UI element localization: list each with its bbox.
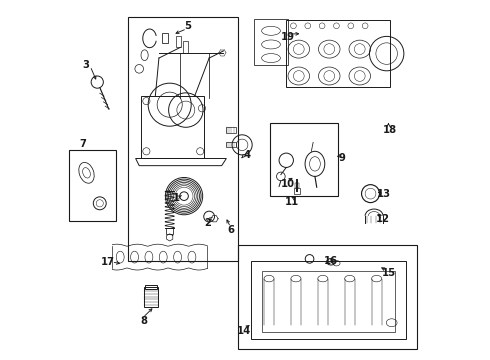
Bar <box>226 127 236 133</box>
Bar <box>144 287 158 307</box>
Bar <box>295 183 299 188</box>
Text: 9: 9 <box>339 153 345 163</box>
Text: 10: 10 <box>281 179 295 189</box>
Text: 19: 19 <box>280 32 294 41</box>
Bar <box>294 188 300 194</box>
Text: 15: 15 <box>381 268 395 278</box>
Bar <box>238 244 417 348</box>
Text: 3: 3 <box>82 60 89 70</box>
Bar <box>176 36 181 47</box>
Text: 6: 6 <box>227 225 234 235</box>
Bar <box>128 17 238 261</box>
Bar <box>226 141 236 147</box>
Bar <box>183 41 188 53</box>
Text: 7: 7 <box>79 139 86 149</box>
Bar <box>162 33 168 43</box>
Text: 16: 16 <box>324 256 338 266</box>
Text: 1: 1 <box>172 193 180 203</box>
Bar <box>166 228 173 234</box>
Bar <box>141 96 204 158</box>
Text: 17: 17 <box>101 257 115 267</box>
Bar <box>145 285 157 289</box>
Text: 14: 14 <box>237 325 251 336</box>
Text: 8: 8 <box>140 316 147 325</box>
Text: 4: 4 <box>243 150 250 160</box>
Text: 13: 13 <box>377 189 391 199</box>
Text: 18: 18 <box>383 125 397 135</box>
Text: 2: 2 <box>204 218 211 228</box>
Bar <box>262 271 395 332</box>
Text: 11: 11 <box>285 197 299 207</box>
Text: 5: 5 <box>184 21 191 31</box>
Bar <box>69 149 116 221</box>
Bar <box>254 19 288 65</box>
Bar <box>270 123 338 196</box>
Bar <box>251 261 406 339</box>
Bar <box>286 21 390 87</box>
Text: 12: 12 <box>376 215 390 224</box>
